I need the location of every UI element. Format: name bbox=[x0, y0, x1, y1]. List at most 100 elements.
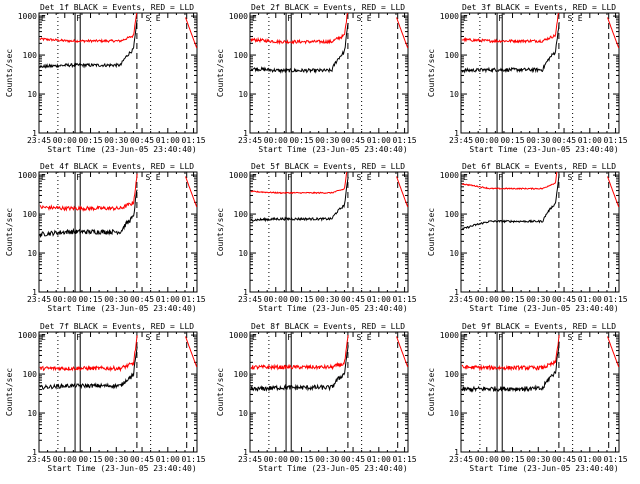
x-tick-label: 01:15 bbox=[182, 136, 206, 145]
y-tick-label: 100 bbox=[234, 370, 249, 379]
y-tick-label: 100 bbox=[445, 51, 460, 60]
x-tick-label: 01:15 bbox=[182, 455, 206, 464]
detector-panel: Det 9f BLACK = Events, RED = LLD 1 10 100 10… bbox=[427, 322, 628, 473]
detector-panel: Det 7f BLACK = Events, RED = LLD 1 10 100 10… bbox=[5, 322, 206, 473]
marker-e-label: E bbox=[463, 14, 468, 23]
y-tick-label: 10 bbox=[449, 409, 459, 418]
lld-rate-tail bbox=[607, 17, 619, 49]
x-tick-label: 00:45 bbox=[552, 455, 576, 464]
lld-rate-tail bbox=[185, 17, 197, 49]
marker-f-label: F bbox=[498, 14, 503, 23]
x-tick-label: 00:45 bbox=[130, 295, 154, 304]
panel-title: Det 8f BLACK = Events, RED = LLD bbox=[251, 322, 405, 331]
x-tick-label: 00:00 bbox=[264, 136, 288, 145]
panel-title: Det 4f BLACK = Events, RED = LLD bbox=[40, 162, 194, 171]
marker-f-label: F bbox=[287, 173, 292, 182]
y-tick-label: 1000 bbox=[229, 12, 248, 21]
y-axis-label: Counts/sec bbox=[5, 368, 14, 416]
y-tick-label: 1000 bbox=[440, 331, 459, 340]
x-tick-label: 01:15 bbox=[604, 455, 628, 464]
panel-title: Det 7f BLACK = Events, RED = LLD bbox=[40, 322, 194, 331]
y-tick-label: 10 bbox=[238, 249, 248, 258]
y-tick-label: 1000 bbox=[18, 12, 37, 21]
plot-frame bbox=[38, 12, 198, 134]
events-rate-series bbox=[250, 22, 349, 74]
lld-rate-series bbox=[461, 172, 558, 191]
marker-e2-label: E bbox=[367, 173, 372, 182]
x-tick-label: 00:00 bbox=[264, 455, 288, 464]
detector-panel: Det 3f BLACK = Events, RED = LLD 1 10 100 10… bbox=[427, 3, 628, 154]
y-tick-label: 1 bbox=[454, 448, 459, 457]
x-axis-label: Start Time (23-Jun-05 23:40:40) bbox=[47, 304, 196, 313]
panel-title: Det 3f BLACK = Events, RED = LLD bbox=[462, 3, 616, 12]
y-tick-label: 1 bbox=[32, 129, 37, 138]
marker-e-label: E bbox=[41, 14, 46, 23]
y-tick-label: 100 bbox=[445, 370, 460, 379]
marker-s-label: S bbox=[567, 173, 572, 182]
lld-rate-series bbox=[39, 335, 138, 373]
plot-frame bbox=[38, 171, 198, 293]
x-tick-label: 00:15 bbox=[78, 455, 102, 464]
marker-s-label: S bbox=[356, 173, 361, 182]
y-tick-label: 1000 bbox=[440, 12, 459, 21]
x-tick-label: 00:15 bbox=[289, 136, 313, 145]
y-tick-label: 1000 bbox=[18, 171, 37, 180]
y-tick-label: 1000 bbox=[440, 171, 459, 180]
lld-rate-series bbox=[250, 172, 348, 195]
marker-e2-label: E bbox=[367, 14, 372, 23]
marker-e-label: E bbox=[41, 333, 46, 342]
x-tick-label: 00:15 bbox=[500, 295, 524, 304]
marker-f-label: F bbox=[76, 333, 81, 342]
y-axis-label: Counts/sec bbox=[5, 49, 14, 97]
marker-f-label: F bbox=[76, 173, 81, 182]
panel-title: Det 6f BLACK = Events, RED = LLD bbox=[462, 162, 616, 171]
marker-s-label: S bbox=[145, 333, 150, 342]
panel-title: Det 5f BLACK = Events, RED = LLD bbox=[251, 162, 405, 171]
detector-panel: Det 8f BLACK = Events, RED = LLD 1 10 100 10… bbox=[216, 322, 417, 473]
y-tick-label: 1 bbox=[243, 448, 248, 457]
events-rate-series bbox=[461, 341, 560, 393]
x-tick-label: 23:45 bbox=[449, 455, 473, 464]
panel-title: Det 1f BLACK = Events, RED = LLD bbox=[40, 3, 194, 12]
marker-e2-label: E bbox=[156, 173, 161, 182]
x-tick-label: 00:15 bbox=[500, 136, 524, 145]
detector-panel: Det 5f BLACK = Events, RED = LLD 1 10 100 10… bbox=[216, 162, 417, 313]
y-tick-label: 100 bbox=[234, 210, 249, 219]
marker-e-label: E bbox=[252, 333, 257, 342]
lld-rate-tail bbox=[607, 336, 619, 368]
x-tick-label: 00:30 bbox=[104, 136, 128, 145]
lld-rate-tail bbox=[185, 336, 197, 368]
lld-rate-series bbox=[39, 173, 138, 212]
marker-e2-label: E bbox=[156, 333, 161, 342]
panel-title: Det 9f BLACK = Events, RED = LLD bbox=[462, 322, 616, 331]
x-tick-label: 01:15 bbox=[604, 295, 628, 304]
marker-e2-label: E bbox=[367, 333, 372, 342]
x-axis-label: Start Time (23-Jun-05 23:40:40) bbox=[47, 464, 196, 473]
y-tick-label: 10 bbox=[449, 249, 459, 258]
x-tick-label: 01:00 bbox=[367, 455, 391, 464]
plot-frame bbox=[38, 331, 198, 453]
x-tick-label: 00:30 bbox=[104, 455, 128, 464]
plot-frame bbox=[249, 171, 409, 293]
x-tick-label: 00:00 bbox=[475, 455, 499, 464]
x-tick-label: 00:15 bbox=[78, 295, 102, 304]
plot-frame bbox=[460, 171, 620, 293]
x-tick-label: 23:45 bbox=[27, 136, 51, 145]
y-tick-label: 10 bbox=[238, 90, 248, 99]
x-tick-label: 00:30 bbox=[315, 455, 339, 464]
marker-s-label: S bbox=[145, 173, 150, 182]
y-tick-label: 10 bbox=[27, 409, 37, 418]
x-tick-label: 00:45 bbox=[130, 455, 154, 464]
x-tick-label: 00:30 bbox=[315, 295, 339, 304]
x-tick-label: 01:15 bbox=[182, 295, 206, 304]
marker-f-label: F bbox=[287, 333, 292, 342]
y-tick-label: 1 bbox=[243, 129, 248, 138]
x-tick-label: 01:15 bbox=[604, 136, 628, 145]
x-tick-label: 23:45 bbox=[238, 295, 262, 304]
marker-e-label: E bbox=[41, 173, 46, 182]
x-tick-label: 01:00 bbox=[156, 136, 180, 145]
y-axis-label: Counts/sec bbox=[216, 368, 225, 416]
marker-e-label: E bbox=[252, 173, 257, 182]
events-rate-series bbox=[39, 346, 138, 390]
